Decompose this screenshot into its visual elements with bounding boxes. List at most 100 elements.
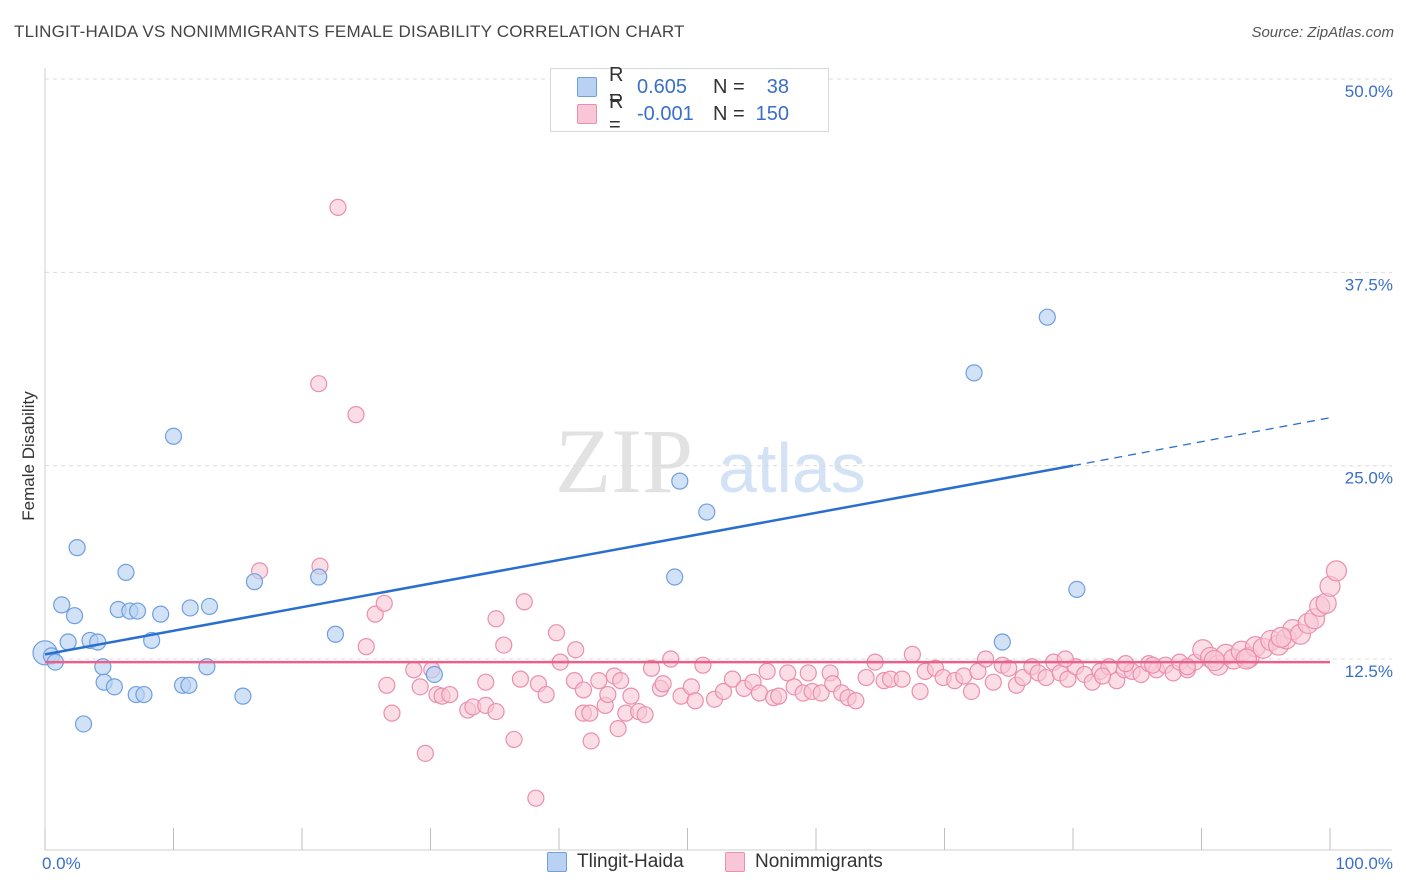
tlingit-haida-point xyxy=(164,427,183,445)
tlingit-haida-point xyxy=(68,539,86,557)
legend-swatch-tlingit xyxy=(577,77,597,97)
nonimmigrants-point xyxy=(567,641,585,659)
nonimmigrants-point xyxy=(329,198,347,216)
y-tick-label: 37.5% xyxy=(1345,275,1393,294)
nonimmigrants-point xyxy=(1235,648,1258,670)
nonimmigrants-point xyxy=(686,692,704,710)
nonimmigrants-point xyxy=(758,662,776,680)
nonimmigrants-point xyxy=(893,670,911,688)
x-tick-labels: 0.0% 100.0% xyxy=(42,854,1393,873)
nonimmigrants-point xyxy=(799,664,817,682)
chart-title: TLINGIT-HAIDA VS NONIMMIGRANTS FEMALE DI… xyxy=(14,22,685,41)
legend-r-value: -0.001 xyxy=(637,102,694,125)
nonimmigrants-point xyxy=(357,638,375,656)
nonimmigrants-point xyxy=(1117,655,1135,673)
tlingit-haida-point xyxy=(117,563,135,581)
axes xyxy=(44,68,1392,851)
nonimmigrants-point xyxy=(310,375,328,393)
nonimmigrants-point xyxy=(714,682,733,701)
nonimmigrants-point xyxy=(527,789,545,807)
nonimmigrants-point xyxy=(622,687,640,705)
nonimmigrants-point xyxy=(495,636,513,654)
grid-lines xyxy=(45,78,1392,660)
tlingit-haida-point xyxy=(666,568,684,586)
correlation-legend: R = 0.605 N = 38 R = -0.001 N = 150 xyxy=(550,64,829,136)
tlingit-haida-point xyxy=(74,715,93,733)
watermark: ZIP atlas xyxy=(555,410,866,512)
nonimmigrants-point xyxy=(375,594,393,612)
tlingit-haida-point xyxy=(128,602,147,620)
nonimmigrants-point xyxy=(547,624,566,642)
nonimmigrants-point xyxy=(1093,667,1112,685)
nonimmigrants-point xyxy=(574,681,593,699)
nonimmigrants-point xyxy=(977,650,995,668)
nonimmigrants-point xyxy=(612,672,630,690)
nonimmigrants-point xyxy=(347,406,365,424)
source-label: Source: ZipAtlas.com xyxy=(1251,24,1394,41)
tlingit-haida-point xyxy=(53,596,71,614)
nonimmigrants-point xyxy=(405,661,423,679)
tlingit-haida-point xyxy=(1068,580,1086,599)
y-tick-label: 12.5% xyxy=(1345,662,1393,681)
tlingit-haida-point xyxy=(1038,308,1056,326)
tlingit-haida-point xyxy=(310,568,328,586)
nonimmigrants-point xyxy=(779,664,797,682)
nonimmigrants-point xyxy=(962,682,981,701)
nonimmigrants-point xyxy=(857,668,875,687)
nonimmigrants-point xyxy=(847,692,865,710)
nonimmigrants-point xyxy=(383,704,401,722)
tlingit-haida-point xyxy=(59,633,77,651)
nonimmigrants-point xyxy=(969,662,987,680)
legend-row-tlingit: R = 0.605 N = 38 xyxy=(551,64,789,109)
watermark-zip: ZIP xyxy=(555,410,693,512)
nonimmigrants-point xyxy=(1270,626,1292,648)
nonimmigrants-point xyxy=(911,682,929,701)
legend-r-label: R = xyxy=(609,91,624,136)
tlingit-haida-point xyxy=(200,597,219,616)
legend-n-value: 150 xyxy=(755,102,789,125)
y-tick-label: 50.0% xyxy=(1345,82,1393,101)
nonimmigrants-point xyxy=(903,645,921,663)
tlingit-haida-point xyxy=(234,687,252,705)
watermark-atlas: atlas xyxy=(718,429,866,507)
tlingit-haida-point xyxy=(152,605,170,623)
nonimmigrants-point xyxy=(441,685,459,704)
nonimmigrants-point xyxy=(537,685,555,704)
tlingit-haida-point xyxy=(671,472,689,490)
tlingit-haida-point xyxy=(965,364,983,382)
legend-n-value: 38 xyxy=(766,75,789,98)
tlingit-haida-points xyxy=(32,308,1086,733)
tlingit-haida-point xyxy=(135,685,153,704)
nonimmigrants-point xyxy=(487,610,505,628)
nonimmigrants-point xyxy=(636,706,654,724)
tlingit-haida-point xyxy=(698,503,716,521)
series-swatch-tlingit xyxy=(547,852,567,872)
legend-r-label: R = xyxy=(609,64,624,109)
tlingit-haida-point xyxy=(326,625,345,643)
nonimmigrants-point xyxy=(812,684,830,702)
nonimmigrants-point xyxy=(590,672,608,690)
nonimmigrants-point xyxy=(1056,650,1074,668)
tlingit-haida-point xyxy=(89,633,107,651)
tlingit-haida-point xyxy=(180,676,198,694)
x-tick-label: 0.0% xyxy=(42,854,81,873)
tlingit-haida-point xyxy=(105,678,123,696)
legend-n-label: N = xyxy=(713,75,745,98)
nonimmigrants-point xyxy=(487,702,505,721)
series-label-tlingit: Tlingit-Haida xyxy=(577,851,684,872)
nonimmigrants-point xyxy=(581,704,599,722)
nonimmigrants-point xyxy=(477,673,495,691)
nonimmigrants-point xyxy=(642,659,661,677)
nonimmigrants-point xyxy=(599,685,617,704)
series-legend-nonimmigrants: Nonimmigrants xyxy=(725,851,883,873)
nonimmigrants-point xyxy=(416,744,434,762)
series-label-nonimmigrants: Nonimmigrants xyxy=(755,851,883,872)
legend-swatch-nonimmigrants xyxy=(577,104,597,124)
nonimmigrants-point xyxy=(609,719,627,738)
series-swatch-nonimmigrants xyxy=(725,852,745,872)
nonimmigrants-point xyxy=(515,593,533,611)
trend-lines xyxy=(44,417,1331,664)
nonimmigrants-point xyxy=(1203,649,1225,672)
nonimmigrants-point xyxy=(1144,656,1162,674)
